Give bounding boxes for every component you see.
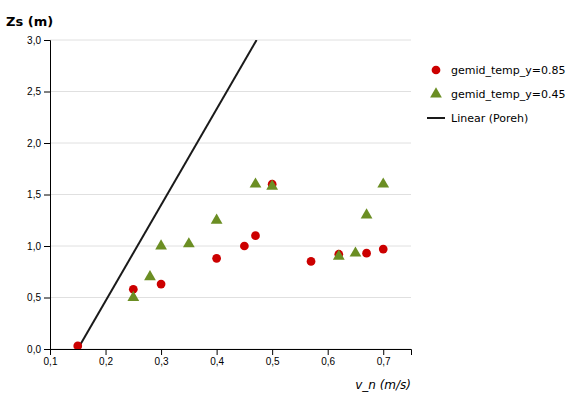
x-tick-label: 0,5	[266, 356, 280, 367]
x-tick-mark	[272, 349, 273, 355]
point	[212, 254, 221, 263]
grid-line	[50, 194, 411, 195]
point	[333, 250, 345, 260]
y-tick-label: 2,5	[27, 86, 41, 97]
y-tick-label: 1,0	[27, 241, 41, 252]
point	[157, 280, 166, 289]
x-tick-mark	[161, 349, 162, 355]
y-tick-mark	[44, 298, 50, 299]
y-tick-mark	[44, 246, 50, 247]
legend-swatch	[430, 87, 442, 97]
point	[211, 213, 223, 223]
y-tick: 0,5	[27, 292, 50, 303]
y-tick: 1,5	[27, 189, 50, 200]
point	[379, 245, 388, 254]
x-tick: 0,7	[377, 349, 391, 367]
point	[183, 237, 195, 247]
grid-line	[50, 91, 411, 92]
y-tick: 3,0	[27, 35, 50, 46]
y-tick: 0,0	[27, 344, 50, 355]
x-tick: 0,6	[321, 349, 335, 367]
point	[307, 257, 316, 266]
x-tick-label: 0,1	[44, 356, 58, 367]
y-tick-mark	[44, 349, 50, 350]
grid-line	[50, 143, 411, 144]
point	[251, 231, 260, 240]
x-axis: 0,1 0,2 0,3 0,4 0,5 0,6 0,7	[44, 349, 412, 367]
grid-line	[50, 297, 411, 298]
grid	[50, 40, 411, 349]
point	[266, 179, 278, 189]
legend-label: gemid_temp_y=0.45	[451, 88, 566, 101]
y-tick-mark	[44, 92, 50, 93]
y-tick: 2,0	[27, 138, 50, 149]
point	[250, 177, 262, 187]
legend-item: gemid_temp_y=0.45	[430, 87, 565, 101]
x-tick: 0,5	[266, 349, 280, 367]
y-tick-label: 1,5	[27, 189, 41, 200]
point	[377, 177, 389, 187]
grid-line	[50, 40, 411, 41]
x-tick: 0,1	[44, 349, 58, 367]
y-axis: 0,0 0,5 1,0 1,5 2,0 2,5 3,0	[27, 35, 50, 355]
y-tick-label: 0,5	[27, 292, 41, 303]
point	[127, 291, 139, 301]
point	[144, 270, 156, 280]
point	[73, 342, 82, 349]
x-tick-label: 0,4	[210, 356, 224, 367]
legend: gemid_temp_y=0.85 gemid_temp_y=0.45 Linear…	[427, 64, 566, 125]
y-tick-mark	[44, 143, 50, 144]
legend-swatch	[427, 117, 445, 119]
point	[350, 246, 362, 256]
grid-line	[50, 246, 411, 247]
point	[361, 208, 373, 218]
x-tick-mark	[217, 349, 218, 355]
legend-label: Linear (Poreh)	[451, 112, 528, 125]
x-tick: 0,4	[210, 349, 224, 367]
x-axis-label: v_n (m/s)	[355, 378, 411, 392]
x-tick-label: 0,2	[99, 356, 113, 367]
y-axis-line	[44, 41, 51, 350]
y-tick-mark	[44, 195, 50, 196]
x-tick-mark	[106, 349, 107, 355]
chart: 0,1 0,2 0,3 0,4 0,5 0,6 0,7 0,0 0,5 1,0 1,5 2,0 2,5 3…	[0, 0, 571, 401]
point	[155, 239, 167, 249]
y-tick-label: 3,0	[27, 35, 41, 46]
x-axis-line	[51, 350, 412, 356]
x-tick: 0,2	[99, 349, 113, 367]
y-tick-label: 0,0	[27, 344, 41, 355]
y-tick-mark	[44, 40, 50, 41]
x-tick-mark	[328, 349, 329, 355]
x-tick-mark	[383, 349, 384, 355]
legend-item: Linear (Poreh)	[427, 112, 528, 125]
y-tick-label: 2,0	[27, 138, 41, 149]
x-tick-label: 0,6	[321, 356, 335, 367]
x-tick-label: 0,3	[155, 356, 169, 367]
point	[240, 242, 249, 251]
legend-item: gemid_temp_y=0.85	[432, 64, 566, 77]
legend-swatch	[432, 66, 441, 75]
point	[362, 249, 371, 258]
x-tick: 0,3	[155, 349, 169, 367]
x-tick-label: 0,7	[377, 356, 391, 367]
marks	[73, 40, 389, 349]
legend-label: gemid_temp_y=0.85	[451, 64, 566, 77]
y-tick: 1,0	[27, 241, 50, 252]
line	[78, 40, 257, 349]
plot-area: 0,1 0,2 0,3 0,4 0,5 0,6 0,7 0,0 0,5 1,0 1,5 2,0 2,5 3…	[6, 14, 412, 392]
y-axis-label: Zs (m)	[6, 14, 53, 29]
y-tick: 2,5	[27, 86, 50, 97]
